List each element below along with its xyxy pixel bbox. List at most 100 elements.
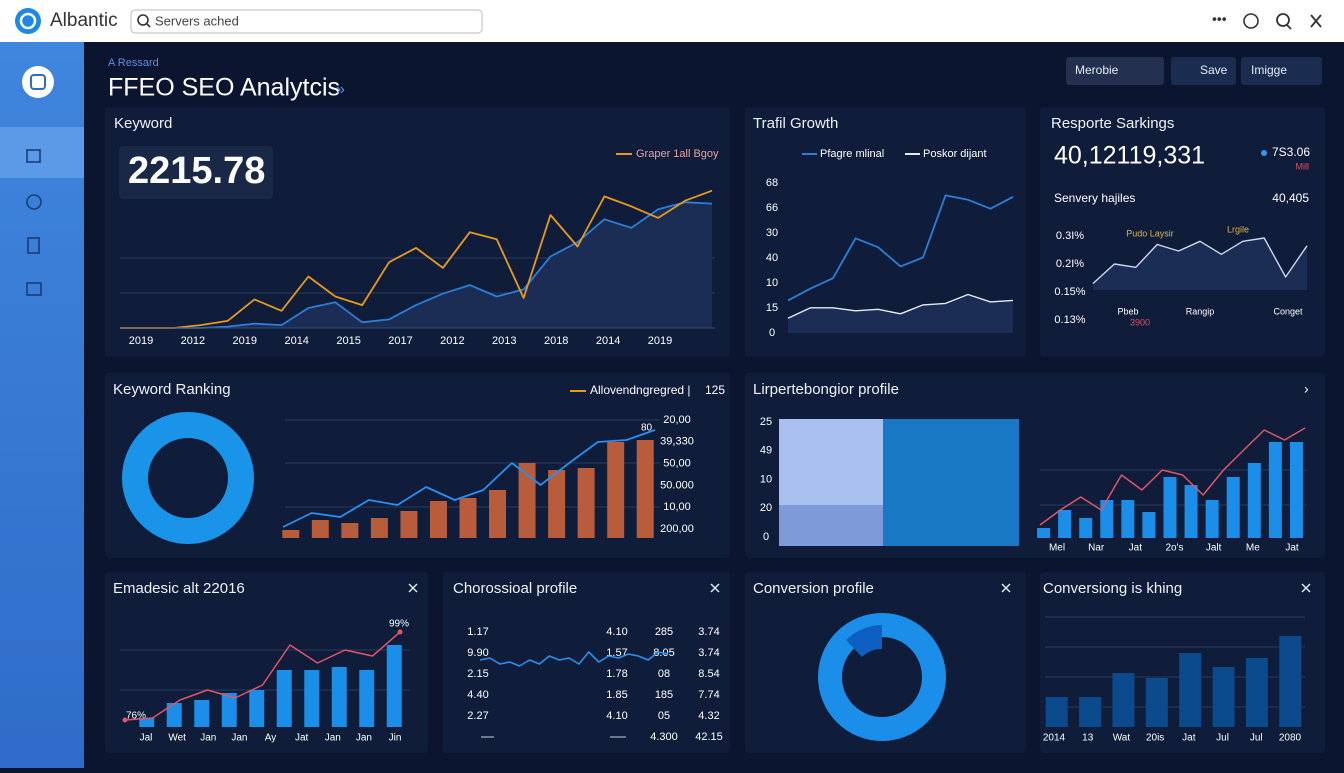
find-icon[interactable]: [1276, 13, 1290, 27]
bar: [386, 645, 402, 727]
bar: [194, 700, 210, 727]
cell: 4.10: [606, 710, 627, 722]
cell: 7.74: [698, 689, 719, 701]
bar: [1045, 697, 1068, 727]
treemap-cell: [779, 419, 883, 505]
x-label: Wet: [168, 733, 186, 744]
button-label: Merobie: [1075, 63, 1119, 77]
line-end: [397, 629, 403, 635]
close-icon[interactable]: [1301, 583, 1311, 593]
note-icon[interactable]: [26, 282, 42, 296]
x-label: Me: [1246, 543, 1260, 554]
bar: [282, 530, 300, 538]
more-icon[interactable]: •••: [1212, 11, 1227, 27]
face-icon[interactable]: [1243, 13, 1259, 29]
bar: [1112, 673, 1135, 727]
bar: [370, 518, 388, 538]
annotation: Pbeb: [1117, 306, 1138, 316]
search-icon-handle: [146, 23, 151, 28]
bar: [1205, 500, 1219, 538]
button[interactable]: [1241, 57, 1322, 85]
y-label: 15: [766, 302, 778, 314]
panel-title: Conversion profile: [753, 580, 874, 597]
logo-ring: [19, 12, 37, 30]
panel-title: Chorossioal profile: [453, 580, 577, 597]
annotation: 3900: [1130, 317, 1150, 327]
close-icon[interactable]: [710, 583, 720, 593]
bar: [429, 501, 447, 538]
x-label: Jan: [356, 733, 372, 744]
line: [120, 201, 713, 329]
cell: 3.74: [698, 626, 719, 638]
x-label: 13: [1082, 733, 1094, 744]
close-icon[interactable]: [1310, 14, 1322, 28]
panel-title: Keyword: [114, 115, 172, 132]
bar: [221, 693, 237, 727]
bar: [1247, 463, 1261, 538]
cell: 8.54: [698, 668, 719, 680]
kpi: 2215.78: [128, 150, 265, 192]
line-area: [120, 202, 712, 328]
doc-icon[interactable]: [27, 237, 40, 254]
legend-value: 125: [705, 383, 725, 397]
cell: 1.78: [606, 668, 627, 680]
globe-icon[interactable]: [26, 194, 42, 210]
close-icon[interactable]: [408, 583, 418, 593]
close-icons: [408, 583, 1311, 593]
y-label: 200,00: [660, 523, 694, 535]
line: [787, 293, 1014, 319]
eyebrow: A Ressard: [108, 57, 159, 69]
x-label: 2012: [440, 335, 464, 347]
cell: 9.90: [467, 647, 488, 659]
y-label: 50.000: [660, 479, 694, 491]
cell: 05: [658, 710, 670, 722]
annotation: Conget: [1273, 306, 1303, 316]
cell: 4.10: [606, 626, 627, 638]
find-icon-handle: [1286, 24, 1292, 30]
y-label: 0.3I%: [1056, 230, 1084, 242]
x-label: 2080: [1279, 733, 1302, 744]
close-icon[interactable]: [1001, 583, 1011, 593]
donut: [122, 412, 254, 544]
x-label: 2013: [492, 335, 516, 347]
bar: [1268, 442, 1282, 538]
chevron[interactable]: ›: [1304, 381, 1309, 397]
x-label: Nar: [1088, 543, 1105, 554]
home-icon[interactable]: [26, 149, 41, 163]
button[interactable]: [1171, 57, 1236, 85]
cell: 285: [655, 626, 673, 638]
cell: 185: [655, 689, 673, 701]
bar: [1163, 477, 1177, 538]
bar: [1179, 653, 1202, 727]
bar: [1212, 667, 1235, 727]
x-label: 2019: [233, 335, 257, 347]
bar: [1142, 512, 1156, 538]
x-label: 2019: [648, 335, 672, 347]
treemap-cell: [779, 505, 883, 546]
x-label: 2015: [336, 335, 360, 347]
end-label: 99%: [389, 619, 409, 630]
treemap-cell: [883, 419, 1019, 546]
bar: [1079, 697, 1102, 727]
y-label: 0.2I%: [1056, 258, 1084, 270]
y-label: 20,00: [663, 414, 691, 426]
bar: [607, 442, 625, 538]
x-label: 2018: [544, 335, 568, 347]
logo: [15, 8, 41, 34]
button[interactable]: [1066, 57, 1164, 85]
x-label: Mel: [1049, 543, 1065, 554]
x-label: Jul: [1250, 733, 1263, 744]
line-end: [122, 717, 128, 723]
y-label: 0.13%: [1054, 314, 1085, 326]
cell: 08: [658, 668, 670, 680]
y-label: 30: [766, 227, 778, 239]
sidebar-logo[interactable]: [22, 66, 54, 98]
search-box[interactable]: [130, 9, 483, 34]
kpi: 40,12119,331: [1054, 142, 1205, 170]
line: [124, 631, 401, 721]
bar: [166, 703, 182, 727]
sidebar-active[interactable]: [0, 127, 84, 178]
bar: [400, 511, 418, 538]
badge: 7S3.06: [1272, 145, 1310, 159]
panel-title: Lirpertebongior profile: [753, 381, 899, 398]
